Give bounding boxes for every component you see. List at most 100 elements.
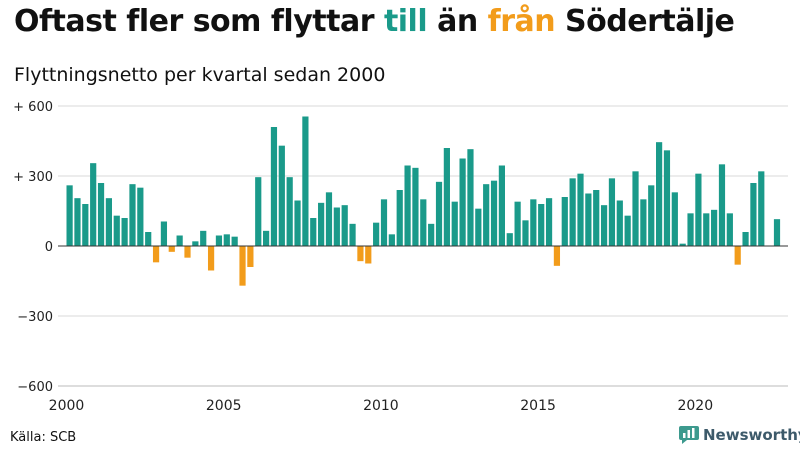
- bar: [239, 246, 246, 286]
- bar: [726, 213, 733, 246]
- bar: [152, 246, 160, 263]
- bar: [773, 219, 781, 246]
- bar: [207, 246, 215, 271]
- y-tick-label: + 600: [13, 100, 53, 115]
- y-tick-label: 0: [45, 240, 53, 255]
- bar: [160, 221, 168, 246]
- chart-title: Oftast fler som flyttar till än från Söd…: [14, 4, 735, 39]
- bar: [145, 232, 152, 246]
- bar: [608, 178, 616, 246]
- bar: [656, 142, 663, 246]
- bar: [498, 165, 505, 246]
- bar: [223, 234, 230, 246]
- bar: [428, 223, 435, 246]
- bar: [616, 200, 623, 246]
- bar: [663, 150, 671, 246]
- bar: [349, 223, 356, 246]
- brand-name: Newsworthy: [703, 426, 800, 444]
- bar: [593, 190, 600, 246]
- bar: [325, 192, 333, 246]
- bar: [365, 246, 372, 264]
- bar: [192, 241, 199, 246]
- title-till: till: [383, 4, 428, 39]
- bar: [278, 145, 285, 246]
- bar: [66, 185, 73, 246]
- bar: [420, 199, 427, 246]
- bar: [648, 185, 655, 246]
- bar: [396, 190, 403, 246]
- bar: [687, 213, 694, 246]
- title-part-1: Oftast fler som flyttar: [14, 4, 384, 39]
- bar: [640, 199, 647, 246]
- bar: [522, 220, 529, 246]
- y-tick-label: −300: [17, 310, 53, 325]
- bar: [514, 201, 521, 246]
- bar: [113, 215, 120, 246]
- x-tick-label: 2005: [206, 398, 242, 414]
- bar: [184, 246, 191, 258]
- bar: [388, 234, 395, 246]
- bar: [632, 171, 639, 246]
- bar: [341, 205, 348, 246]
- bar: [443, 148, 450, 246]
- bar: [711, 209, 718, 246]
- bar: [373, 222, 380, 246]
- bar: [318, 202, 325, 246]
- y-tick-label: + 300: [13, 170, 53, 185]
- bar: [357, 246, 364, 262]
- bar: [294, 200, 301, 246]
- bar: [538, 204, 545, 246]
- bar: [742, 232, 749, 246]
- bar: [286, 177, 293, 246]
- bar: [129, 184, 136, 246]
- bar: [506, 233, 513, 246]
- bar: [553, 246, 561, 266]
- bar: [74, 198, 81, 246]
- bar: [679, 243, 686, 246]
- bar: [475, 208, 482, 246]
- bar: [215, 235, 223, 246]
- bar: [530, 199, 537, 246]
- bar: [671, 192, 678, 246]
- x-tick-label: 2015: [520, 398, 556, 414]
- bar: [82, 204, 89, 246]
- bar: [200, 230, 207, 246]
- bar: [168, 246, 175, 252]
- bar: [734, 246, 741, 265]
- newsworthy-logo-icon: [679, 426, 699, 444]
- bar: [310, 218, 317, 246]
- bar: [412, 167, 419, 246]
- bar: [176, 235, 183, 246]
- bar: [97, 183, 105, 246]
- bar: [247, 246, 254, 267]
- x-tick-label: 2000: [49, 398, 85, 414]
- bar: [105, 198, 112, 246]
- bar: [333, 207, 340, 246]
- bar: [545, 198, 553, 246]
- bar: [585, 193, 592, 246]
- bar: [695, 173, 702, 246]
- bar: [435, 181, 443, 246]
- source-label: Källa: SCB: [10, 430, 77, 445]
- bar: [255, 177, 262, 246]
- bar: [758, 171, 765, 246]
- bar: [490, 180, 498, 246]
- bar: [561, 197, 568, 246]
- bar: [270, 127, 278, 246]
- bar: [703, 213, 710, 246]
- bar: [483, 184, 490, 246]
- bar: [121, 218, 128, 246]
- bar: [263, 230, 270, 246]
- chart-subtitle: Flyttningsnetto per kvartal sedan 2000: [14, 64, 386, 86]
- x-tick-label: 2020: [677, 398, 713, 414]
- bar: [467, 149, 474, 246]
- x-tick-label: 2010: [363, 398, 399, 414]
- bar: [302, 116, 309, 246]
- y-tick-label: −600: [17, 380, 53, 395]
- bar: [600, 205, 608, 246]
- bar: [569, 178, 576, 246]
- bar: [231, 236, 238, 246]
- bar: [90, 163, 97, 246]
- bar: [577, 173, 584, 246]
